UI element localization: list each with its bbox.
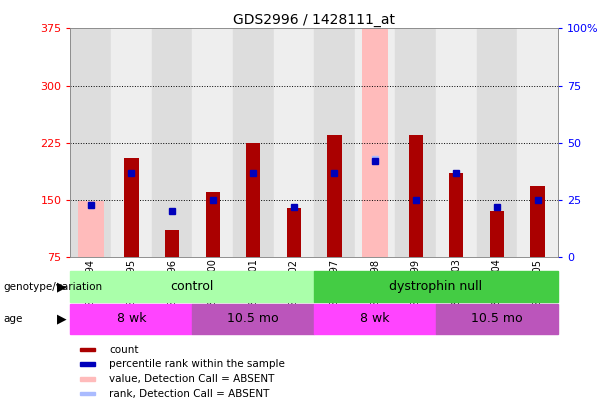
- Bar: [273, 28, 314, 257]
- Text: 8 wk: 8 wk: [360, 312, 390, 326]
- Bar: [80, 392, 95, 395]
- Text: 10.5 mo: 10.5 mo: [227, 312, 279, 326]
- Text: ▶: ▶: [56, 280, 66, 293]
- Bar: [80, 362, 95, 366]
- Bar: [80, 377, 95, 381]
- Bar: [287, 208, 301, 257]
- Text: count: count: [110, 345, 139, 354]
- Bar: [395, 28, 436, 257]
- Bar: [490, 211, 504, 257]
- Bar: [530, 186, 544, 257]
- Bar: [78, 202, 104, 257]
- Bar: [70, 304, 192, 334]
- Text: percentile rank within the sample: percentile rank within the sample: [110, 359, 286, 369]
- Text: value, Detection Call = ABSENT: value, Detection Call = ABSENT: [110, 374, 275, 384]
- Text: 10.5 mo: 10.5 mo: [471, 312, 523, 326]
- Bar: [327, 135, 341, 257]
- Bar: [165, 230, 179, 257]
- Bar: [246, 143, 261, 257]
- Bar: [80, 348, 95, 351]
- Bar: [314, 271, 558, 302]
- Text: 8 wk: 8 wk: [116, 312, 146, 326]
- Bar: [436, 304, 558, 334]
- Bar: [70, 271, 314, 302]
- Text: rank, Detection Call = ABSENT: rank, Detection Call = ABSENT: [110, 389, 270, 399]
- Bar: [436, 28, 477, 257]
- Text: ▶: ▶: [56, 312, 66, 326]
- Bar: [124, 158, 139, 257]
- Bar: [477, 28, 517, 257]
- Bar: [314, 28, 355, 257]
- Bar: [362, 28, 388, 257]
- Text: dystrophin null: dystrophin null: [389, 280, 482, 293]
- Text: genotype/variation: genotype/variation: [3, 281, 102, 292]
- Bar: [409, 135, 423, 257]
- Bar: [70, 28, 111, 257]
- Text: control: control: [170, 280, 214, 293]
- Bar: [355, 28, 395, 257]
- Bar: [517, 28, 558, 257]
- Title: GDS2996 / 1428111_at: GDS2996 / 1428111_at: [233, 13, 395, 27]
- Bar: [192, 28, 233, 257]
- Bar: [314, 304, 436, 334]
- Bar: [152, 28, 192, 257]
- Bar: [111, 28, 151, 257]
- Text: age: age: [3, 314, 23, 324]
- Bar: [449, 173, 463, 257]
- Bar: [233, 28, 273, 257]
- Bar: [192, 304, 314, 334]
- Bar: [205, 192, 219, 257]
